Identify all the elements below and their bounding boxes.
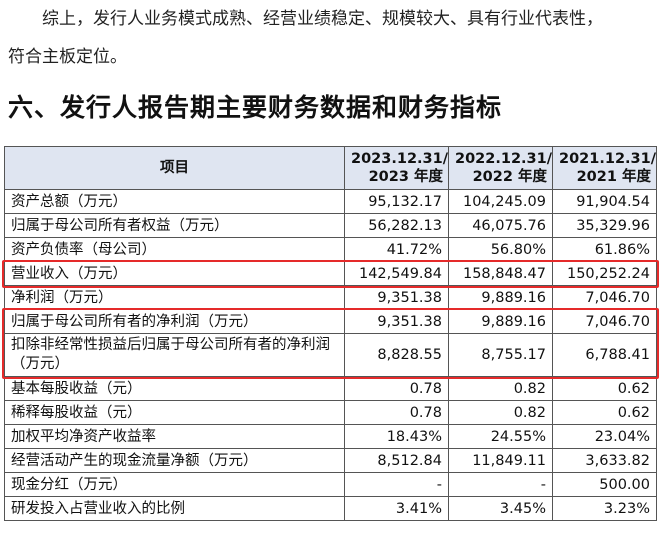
table-row: 研发投入占营业收入的比例 3.41% 3.45% 3.23% bbox=[4, 496, 657, 521]
header-2023: 2023.12.31/ 2023 年度 bbox=[344, 146, 449, 190]
row-value-2022: 11,849.11 bbox=[448, 448, 553, 473]
table-row: 经营活动产生的现金流量净额（万元） 8,512.84 11,849.11 3,633.… bbox=[4, 448, 657, 473]
row-item-label: 资产总额（万元） bbox=[4, 189, 345, 214]
table-row: 加权平均净资产收益率 18.43% 24.55% 23.04% bbox=[4, 424, 657, 449]
row-value-2022: 8,755.17 bbox=[448, 333, 553, 377]
intro-line-2: 符合主板定位。 bbox=[8, 47, 127, 67]
table-row: 净利润（万元） 9,351.38 9,889.16 7,046.70 bbox=[4, 285, 657, 310]
row-item-label: 扣除非经常性损益后归属于母公司所有者的净利润（万元） bbox=[4, 333, 345, 377]
row-item-label: 稀释每股收益（元） bbox=[4, 400, 345, 425]
row-value-2023: 3.41% bbox=[344, 496, 449, 521]
header-2022: 2022.12.31/ 2022 年度 bbox=[448, 146, 553, 190]
row-value-2021: 7,046.70 bbox=[552, 309, 657, 334]
row-item-label: 现金分红（万元） bbox=[4, 472, 345, 497]
row-value-2021: 61.86% bbox=[552, 237, 657, 262]
table-row: 归属于母公司所有者的净利润（万元） 9,351.38 9,889.16 7,046.7… bbox=[4, 309, 657, 334]
table-row: 扣除非经常性损益后归属于母公司所有者的净利润（万元） 8,828.55 8,755.… bbox=[4, 333, 657, 377]
row-value-2022: 158,848.47 bbox=[448, 261, 553, 286]
table-row: 营业收入（万元） 142,549.84 158,848.47 150,252.24 bbox=[4, 261, 657, 286]
section-title: 六、发行人报告期主要财务数据和财务指标 bbox=[8, 93, 503, 122]
table-row: 现金分红（万元） - -500.00 bbox=[4, 472, 657, 497]
row-item-label: 基本每股收益（元） bbox=[4, 376, 345, 401]
row-value-2022: - bbox=[448, 472, 553, 497]
intro-line-1: 综上，发行人业务模式成熟、经营业绩稳定、规模较大、具有行业代表性， bbox=[42, 9, 603, 29]
row-value-2023: 0.78 bbox=[344, 376, 449, 401]
table-row: 归属于母公司所有者权益（万元） 56,282.13 46,075.76 35,329.… bbox=[4, 213, 657, 238]
row-item-label: 归属于母公司所有者权益（万元） bbox=[4, 213, 345, 238]
row-value-2023: 8,828.55 bbox=[344, 333, 449, 377]
row-value-2023: 142,549.84 bbox=[344, 261, 449, 286]
row-value-2021: 500.00 bbox=[552, 472, 657, 497]
row-value-2023: 41.72% bbox=[344, 237, 449, 262]
row-value-2021: 91,904.54 bbox=[552, 189, 657, 214]
row-value-2023: 9,351.38 bbox=[344, 285, 449, 310]
row-item-label: 加权平均净资产收益率 bbox=[4, 424, 345, 449]
row-value-2023: 95,132.17 bbox=[344, 189, 449, 214]
row-value-2023: 8,512.84 bbox=[344, 448, 449, 473]
row-value-2022: 0.82 bbox=[448, 400, 553, 425]
row-value-2021: 3.23% bbox=[552, 496, 657, 521]
row-value-2021: 7,046.70 bbox=[552, 285, 657, 310]
row-item-label: 资产负债率（母公司） bbox=[4, 237, 345, 262]
row-value-2022: 24.55% bbox=[448, 424, 553, 449]
row-value-2022: 104,245.09 bbox=[448, 189, 553, 214]
table-header-row: 项目 2023.12.31/ 2023 年度 2022.12.31/ 2022 … bbox=[4, 146, 657, 190]
intro-paragraph: 综上，发行人业务模式成熟、经营业绩稳定、规模较大、具有行业代表性， 符合主板定位… bbox=[8, 0, 654, 76]
row-value-2022: 56.80% bbox=[448, 237, 553, 262]
financial-data-table: 项目 2023.12.31/ 2023 年度 2022.12.31/ 2022 … bbox=[4, 146, 657, 521]
header-2021: 2021.12.31/ 2021 年度 bbox=[552, 146, 657, 190]
row-item-label: 研发投入占营业收入的比例 bbox=[4, 496, 345, 521]
row-value-2023: 18.43% bbox=[344, 424, 449, 449]
row-value-2022: 3.45% bbox=[448, 496, 553, 521]
row-value-2021: 150,252.24 bbox=[552, 261, 657, 286]
row-value-2022: 9,889.16 bbox=[448, 285, 553, 310]
table-row: 基本每股收益（元） 0.78 0.82 0.62 bbox=[4, 376, 657, 401]
row-value-2021: 3,633.82 bbox=[552, 448, 657, 473]
row-item-label: 营业收入（万元） bbox=[4, 261, 345, 286]
row-value-2023: - bbox=[344, 472, 449, 497]
header-item: 项目 bbox=[4, 146, 345, 190]
row-value-2021: 0.62 bbox=[552, 376, 657, 401]
table-row: 资产总额（万元） 95,132.17 104,245.09 91,904.54 bbox=[4, 189, 657, 214]
row-value-2022: 9,889.16 bbox=[448, 309, 553, 334]
row-value-2023: 9,351.38 bbox=[344, 309, 449, 334]
row-value-2023: 0.78 bbox=[344, 400, 449, 425]
row-item-label: 净利润（万元） bbox=[4, 285, 345, 310]
row-value-2021: 0.62 bbox=[552, 400, 657, 425]
table-body: 资产总额（万元） 95,132.17 104,245.09 91,904.54 归属于母… bbox=[4, 189, 657, 521]
row-value-2023: 56,282.13 bbox=[344, 213, 449, 238]
row-item-label: 归属于母公司所有者的净利润（万元） bbox=[4, 309, 345, 334]
row-value-2022: 46,075.76 bbox=[448, 213, 553, 238]
row-value-2022: 0.82 bbox=[448, 376, 553, 401]
table-row: 资产负债率（母公司） 41.72% 56.80% 61.86% bbox=[4, 237, 657, 262]
row-item-label: 经营活动产生的现金流量净额（万元） bbox=[4, 448, 345, 473]
row-value-2021: 35,329.96 bbox=[552, 213, 657, 238]
row-value-2021: 23.04% bbox=[552, 424, 657, 449]
table-row: 稀释每股收益（元） 0.78 0.82 0.62 bbox=[4, 400, 657, 425]
row-value-2021: 6,788.41 bbox=[552, 333, 657, 377]
